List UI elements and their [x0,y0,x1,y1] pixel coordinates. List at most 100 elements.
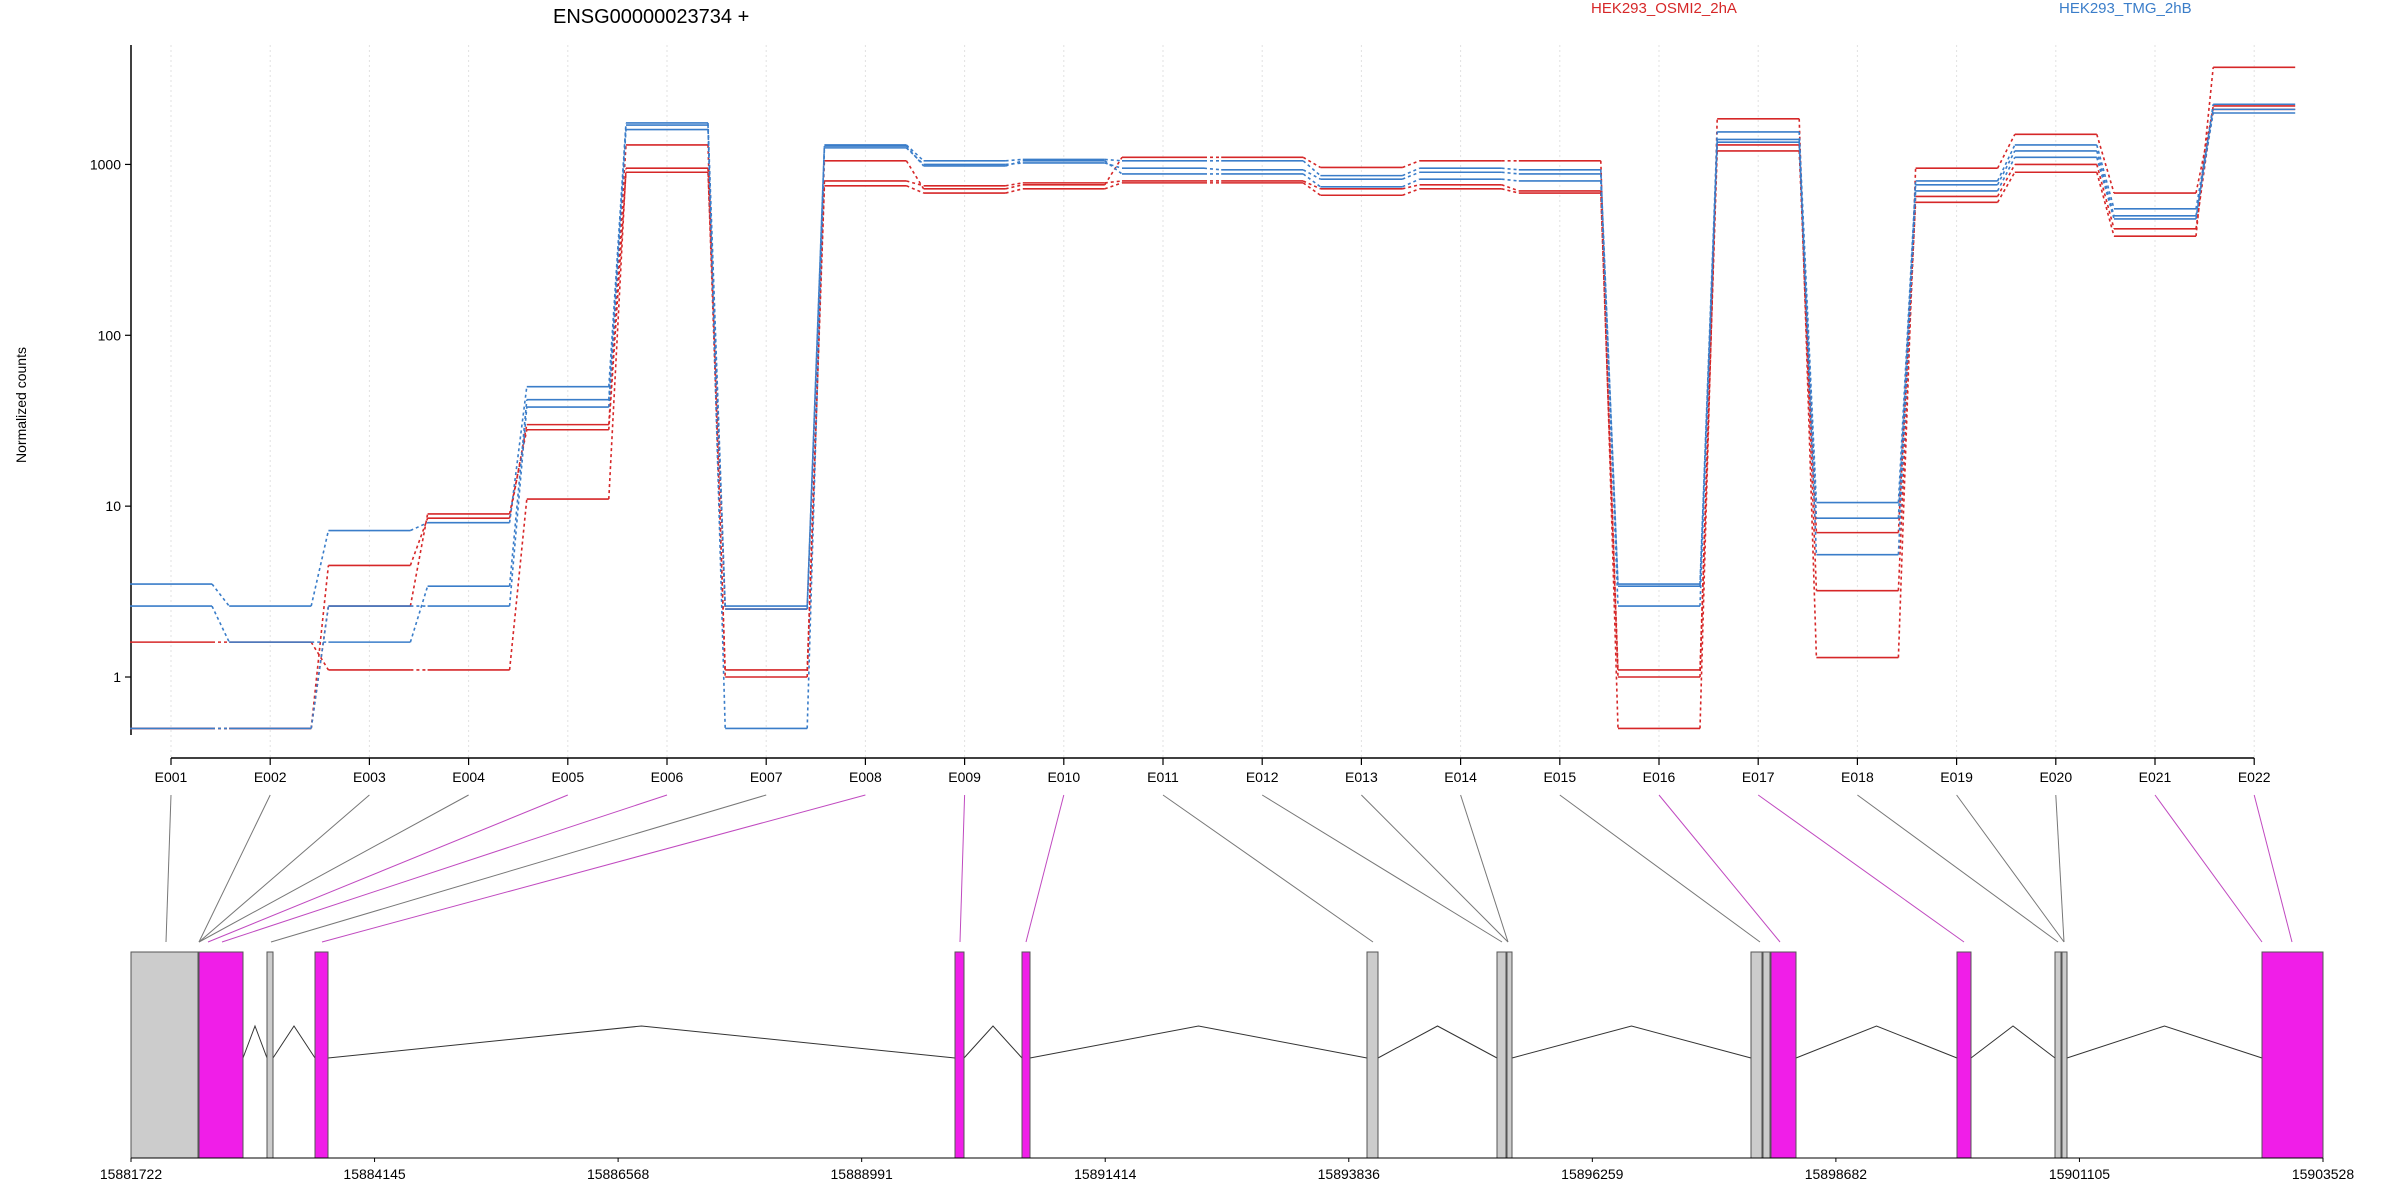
x-axis: E001 E002 E003 E004 E005 E006 E007 E008 E009 E010… [155,757,2271,785]
connector-line [1857,794,2059,943]
intron [1377,1025,1498,1059]
series-transition [211,605,230,643]
connector-line [198,794,271,943]
x-tick-label: E017 [1742,769,1775,785]
series-transition [409,517,429,566]
series-transition [1897,190,1917,555]
exon-connector-lines [165,794,2293,943]
intron [242,1024,268,1059]
series-transition [1897,168,1917,658]
series-transition [1005,160,1024,167]
connector-line [321,794,866,943]
x-tick-label: E003 [353,769,386,785]
series-transition [1699,142,1718,607]
intron [1029,1025,1368,1059]
series-transition [1302,160,1321,177]
series-transition [2096,150,2115,217]
series-transition [2096,164,2115,230]
series-transition [2195,112,2214,216]
exon-box [1366,951,1379,1159]
series-transition [1104,182,1123,190]
series-transition [1798,150,1818,533]
exon-box [314,951,329,1159]
coord-tick-label: 15901105 [2049,1166,2110,1182]
legend-entry: HEK293_TMG_2hB [2059,0,2192,17]
x-tick-label: E011 [1147,769,1179,785]
series-transition [1104,158,1123,162]
connector-line [1559,794,1761,943]
series-transition [1104,180,1123,184]
series-transition [906,180,924,187]
connector-line [1025,794,1065,943]
x-tick-label: E013 [1345,769,1378,785]
exon-box [2061,951,2068,1159]
coord-tick-label: 15898682 [1805,1166,1868,1182]
series-transition [310,641,330,671]
series [130,112,2296,730]
connector-line [270,794,767,943]
series-transition [508,429,528,515]
genomic-coordinate-axis: 15881722 15884145 15886568 15888991 15891414… [100,1157,2354,1182]
x-tick-label: E004 [452,769,485,785]
series-transition [2096,144,2115,209]
connector-line [1956,794,2065,943]
series-transition [2096,134,2115,194]
connector-line [1658,794,1781,943]
series-transition [1402,188,1420,197]
series-transition [1005,184,1023,190]
exon-box [198,951,244,1159]
coord-tick-label: 15884145 [343,1166,406,1182]
series-transition [2096,157,2115,220]
exon-box [2054,951,2062,1159]
series-transition [211,583,230,607]
series-transition [905,145,925,167]
y-axis-title: Normalized counts [13,347,29,463]
connector-line [221,794,668,943]
series-transition [1005,182,1023,187]
series-transition [806,147,826,729]
exon-box [1496,951,1507,1159]
series-transition [905,160,925,190]
series-transition [1104,156,1123,186]
connector-line [2253,794,2293,943]
intron [963,1025,1023,1059]
series-lines [130,66,2296,730]
x-tick-label: E008 [849,769,882,785]
series-transition [1996,144,2016,182]
coord-tick-label: 15896259 [1561,1166,1624,1182]
coord-tick-label: 15891414 [1074,1166,1137,1182]
exon-box [1956,951,1972,1159]
series [130,105,2296,730]
series-transition [707,129,726,610]
series-transition [1600,193,1619,678]
coord-tick-label: 15893836 [1318,1166,1381,1182]
x-tick-label: E009 [948,769,981,785]
series-transition [906,185,924,194]
x-tick-label: E022 [2238,769,2271,785]
exon-box [1762,951,1771,1159]
series-transition [310,565,330,729]
chart-title: ENSG00000023734 + [553,6,749,28]
coord-tick-label: 15881722 [100,1166,163,1182]
x-tick-label: E002 [254,769,287,785]
intron [272,1025,316,1059]
intron [1795,1025,1958,1059]
series-transition [508,386,528,523]
y-tick-label: 100 [98,327,122,343]
series-transition [806,146,826,610]
exon-box [266,951,274,1159]
series-transition [2096,172,2115,237]
series-transition [310,605,330,729]
series-transition [1402,167,1420,177]
connector-line [1162,794,1374,943]
series-transition [707,125,726,729]
intron [1970,1025,2056,1059]
y-tick-label: 10 [105,498,121,514]
series-transition [1501,188,1519,194]
series-transition [1104,162,1123,169]
exon-box [2261,951,2324,1159]
series-transition [1699,144,1718,678]
series-transition [905,144,925,162]
series-transition [1996,171,2016,203]
connector-line [207,794,568,943]
